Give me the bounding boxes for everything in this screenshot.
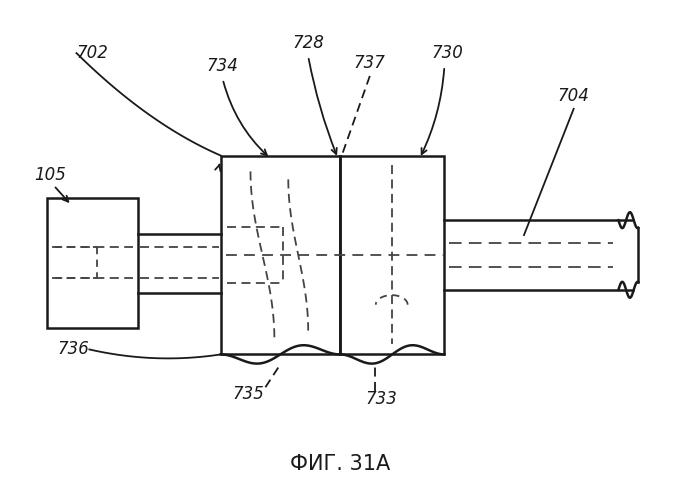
Bar xyxy=(221,156,340,354)
Bar xyxy=(47,198,138,328)
Text: 105: 105 xyxy=(34,166,65,184)
Text: 733: 733 xyxy=(366,390,398,408)
Text: 730: 730 xyxy=(432,44,463,62)
Text: ФИГ. 31А: ФИГ. 31А xyxy=(290,454,390,474)
Text: 702: 702 xyxy=(76,44,108,62)
Bar xyxy=(340,156,445,354)
Text: 737: 737 xyxy=(354,54,386,72)
Text: 734: 734 xyxy=(207,57,239,75)
Text: 728: 728 xyxy=(292,34,324,52)
Text: 704: 704 xyxy=(558,87,590,105)
Text: 736: 736 xyxy=(58,340,89,358)
Text: 735: 735 xyxy=(233,385,265,403)
